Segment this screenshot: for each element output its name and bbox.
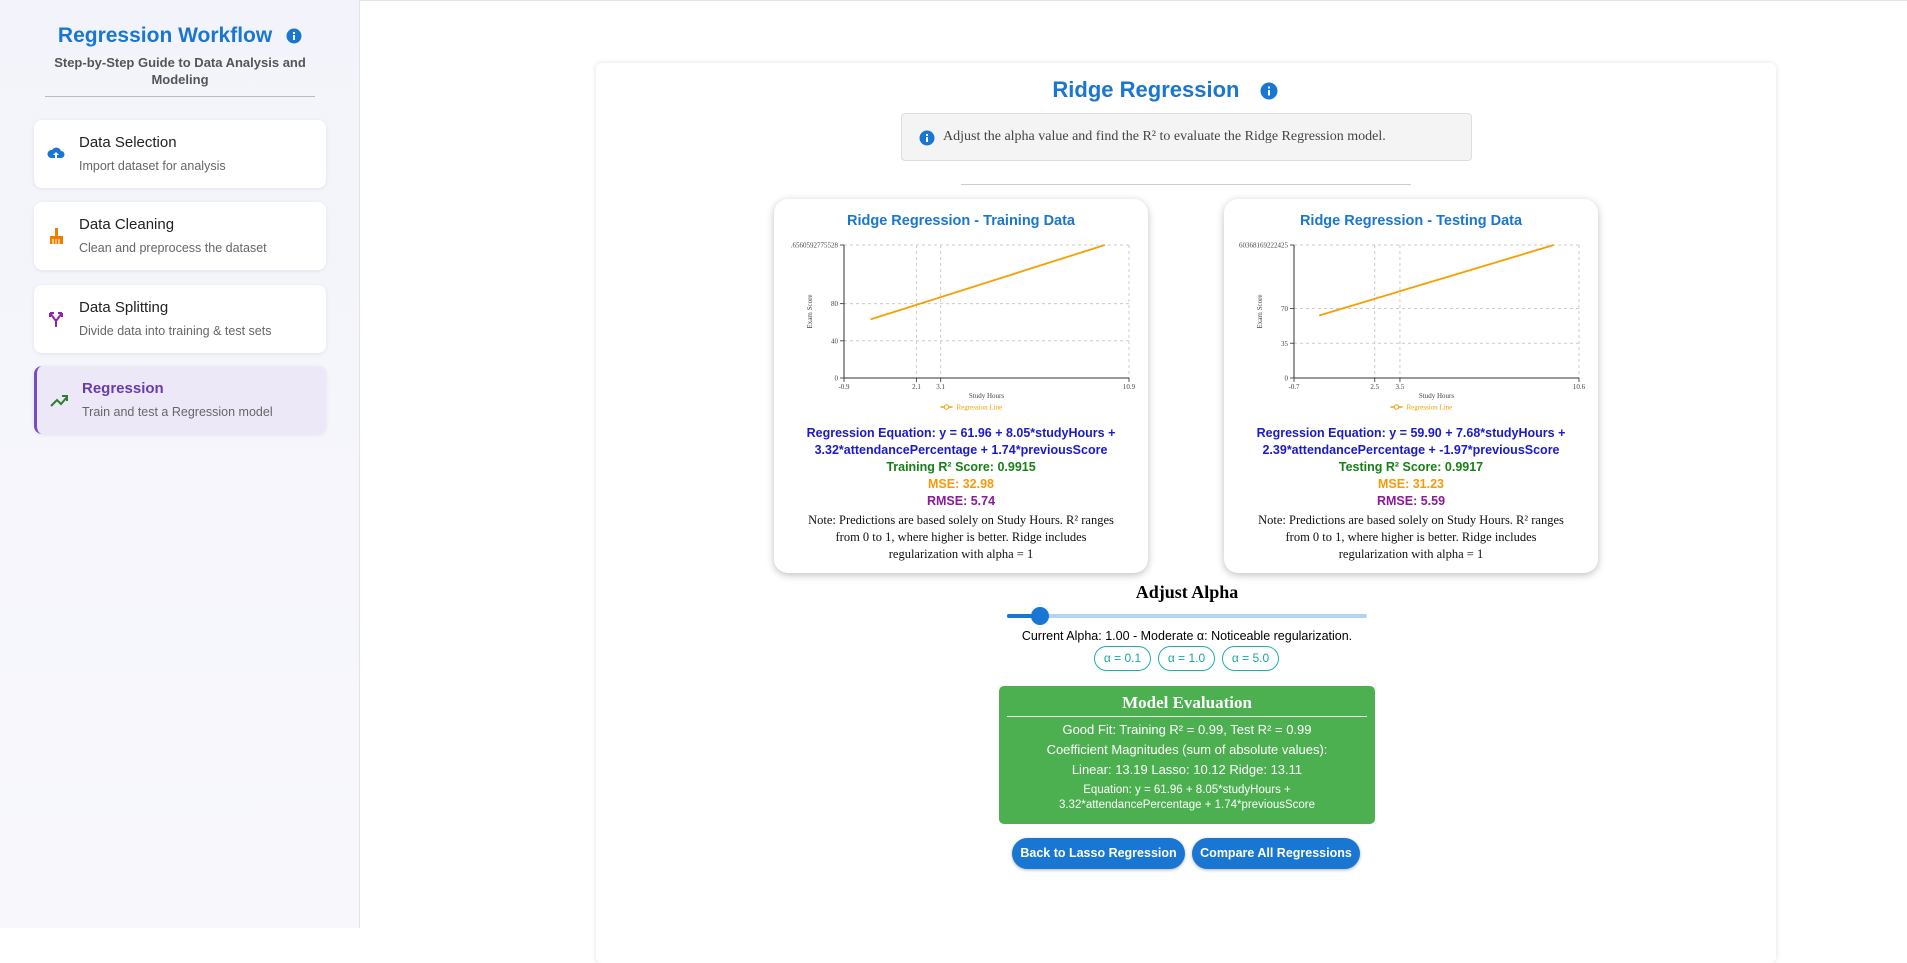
- metric-r2: Training R² Score: 0.9915: [886, 460, 1036, 474]
- x-tick-label: 10.9: [1123, 383, 1136, 391]
- metric-mse: MSE: 31.23: [1377, 477, 1444, 491]
- info-icon[interactable]: [286, 28, 302, 44]
- step-icon: [49, 312, 63, 327]
- content-card: [596, 63, 1776, 963]
- info-text: Adjust the alpha value and find the R² t…: [943, 129, 1386, 144]
- legend-label: Regression Line: [1407, 404, 1453, 412]
- step-title: Data Splitting: [79, 299, 169, 316]
- info-icon: [919, 130, 935, 146]
- sidebar-subtitle: Step-by-Step Guide to Data Analysis and …: [54, 55, 306, 87]
- slider-knob[interactable]: [1031, 607, 1049, 625]
- y-axis-label: Exam Score: [1256, 294, 1264, 328]
- slider-fill: [1007, 614, 1041, 618]
- divider: [45, 96, 315, 97]
- step-description: Import dataset for analysis: [79, 159, 226, 173]
- x-tick-label: -0.9: [838, 383, 850, 391]
- x-axis-label: Study Hours: [969, 392, 1004, 400]
- info-icon[interactable]: [1260, 82, 1278, 100]
- metric-r2: Testing R² Score: 0.9917: [1338, 460, 1484, 474]
- y-tick-label: 60368169222425: [1239, 242, 1289, 250]
- workflow-step[interactable]: Regression Train and test a Regression mo…: [34, 366, 326, 434]
- chart-note: Note: Predictions are based solely on St…: [1258, 513, 1564, 561]
- x-tick-label: 2.1: [912, 383, 921, 391]
- alpha-preset[interactable]: α = 0.1: [1094, 646, 1151, 671]
- title-text: Ridge Regression: [1052, 77, 1240, 102]
- chart-title: Ridge Regression - Testing Data: [1299, 213, 1523, 229]
- alpha-preset[interactable]: α = 1.0: [1158, 646, 1215, 671]
- metric-equation: Regression Equation: y = 61.96 + 8.05*st…: [806, 426, 1116, 457]
- y-axis-label: Exam Score: [806, 294, 814, 328]
- alpha-title: Adjust Alpha: [1135, 582, 1239, 602]
- legend-label: Regression Line: [957, 404, 1003, 412]
- workflow-step[interactable]: Data Selection Import dataset for analysi…: [34, 120, 326, 188]
- chart-card: Ridge Regression - Training Data 0 40 80 .65…: [774, 199, 1148, 573]
- y-tick-label: 0: [835, 375, 839, 383]
- step-icon: [50, 395, 68, 407]
- x-tick-label: 3.1: [936, 383, 945, 391]
- sidebar: Regression Workflow Step-by-Step Guide t…: [0, 0, 360, 928]
- x-axis-label: Study Hours: [1419, 392, 1454, 400]
- title-text: Regression Workflow: [57, 24, 273, 47]
- chart-note: Note: Predictions are based solely on St…: [808, 513, 1114, 561]
- regression-line: [1318, 244, 1555, 317]
- chart: 0 40 80 .6560592775528 -0.9 2.1 3.1 10.9 Study H…: [791, 242, 1136, 412]
- chart-title: Ridge Regression - Training Data: [846, 213, 1075, 229]
- metric-rmse: RMSE: 5.74: [926, 494, 996, 508]
- x-tick-label: 3.5: [1396, 383, 1405, 391]
- y-tick-label: 80: [831, 300, 839, 308]
- step-description: Train and test a Regression model: [82, 405, 273, 419]
- step-description: Divide data into training & test sets: [79, 324, 272, 338]
- evaluation-line: Linear: 13.19 Lasso: 10.12 Ridge: 13.11: [1071, 762, 1303, 777]
- chart: 0 35 70 60368169222425 -0.7 2.5 3.5 10.6 Study H…: [1239, 242, 1586, 412]
- step-description: Clean and preprocess the dataset: [79, 241, 267, 255]
- alpha-slider[interactable]: [1007, 614, 1367, 618]
- metric-equation: Regression Equation: y = 59.90 + 7.68*st…: [1256, 426, 1566, 457]
- step-title: Regression: [82, 380, 164, 397]
- evaluation-title: Model Evaluation: [1007, 693, 1367, 717]
- x-tick-label: 10.6: [1573, 383, 1586, 391]
- regression-line: [870, 244, 1106, 321]
- chart-card: Ridge Regression - Testing Data 0 35 70 6036…: [1224, 199, 1598, 573]
- evaluation-line: Coefficient Magnitudes (sum of absolute …: [1046, 742, 1328, 757]
- info-box: Adjust the alpha value and find the R² t…: [901, 113, 1472, 161]
- step-title: Data Cleaning: [79, 216, 175, 233]
- sidebar-title: Regression Workflow: [0, 24, 360, 48]
- workflow-step[interactable]: Data Cleaning Clean and preprocess the da…: [34, 202, 326, 270]
- evaluation-equation: Equation: y = 61.96 + 8.05*studyHours + …: [1058, 784, 1316, 811]
- page: Regression Workflow Step-by-Step Guide t…: [0, 0, 1907, 928]
- y-tick-label: 0: [1285, 375, 1289, 383]
- alpha-preset[interactable]: α = 5.0: [1222, 646, 1279, 671]
- legend-swatch: [1393, 404, 1400, 410]
- y-tick-label: 70: [1281, 305, 1289, 313]
- action-button[interactable]: Back to Lasso Regression: [1012, 838, 1185, 869]
- action-button[interactable]: Compare All Regressions: [1192, 838, 1360, 869]
- divider: [961, 184, 1411, 185]
- y-tick-label: 40: [831, 337, 839, 345]
- workflow-step[interactable]: Data Splitting Divide data into training …: [34, 285, 326, 353]
- evaluation-box: Model Evaluation Good Fit: Training R² =…: [999, 686, 1375, 824]
- chart-metrics: Regression Equation: y = 61.96 + 8.05*st…: [804, 425, 1118, 563]
- evaluation-line: Good Fit: Training R² = 0.99, Test R² = …: [1062, 722, 1312, 737]
- metric-rmse: RMSE: 5.59: [1376, 494, 1446, 508]
- y-tick-label: .6560592775528: [791, 242, 839, 250]
- x-tick-label: 2.5: [1370, 383, 1379, 391]
- y-tick-label: 35: [1281, 340, 1289, 348]
- divider: [360, 0, 1907, 1]
- step-icon: [47, 147, 65, 158]
- x-tick-label: -0.7: [1288, 383, 1300, 391]
- legend-swatch: [943, 404, 950, 410]
- metric-mse: MSE: 32.98: [927, 477, 994, 491]
- main-title: Ridge Regression: [1000, 77, 1330, 103]
- alpha-status: Current Alpha: 1.00 - Moderate α: Notice…: [1021, 629, 1353, 643]
- step-icon: [50, 228, 63, 244]
- step-title: Data Selection: [79, 134, 177, 151]
- chart-metrics: Regression Equation: y = 59.90 + 7.68*st…: [1254, 425, 1568, 563]
